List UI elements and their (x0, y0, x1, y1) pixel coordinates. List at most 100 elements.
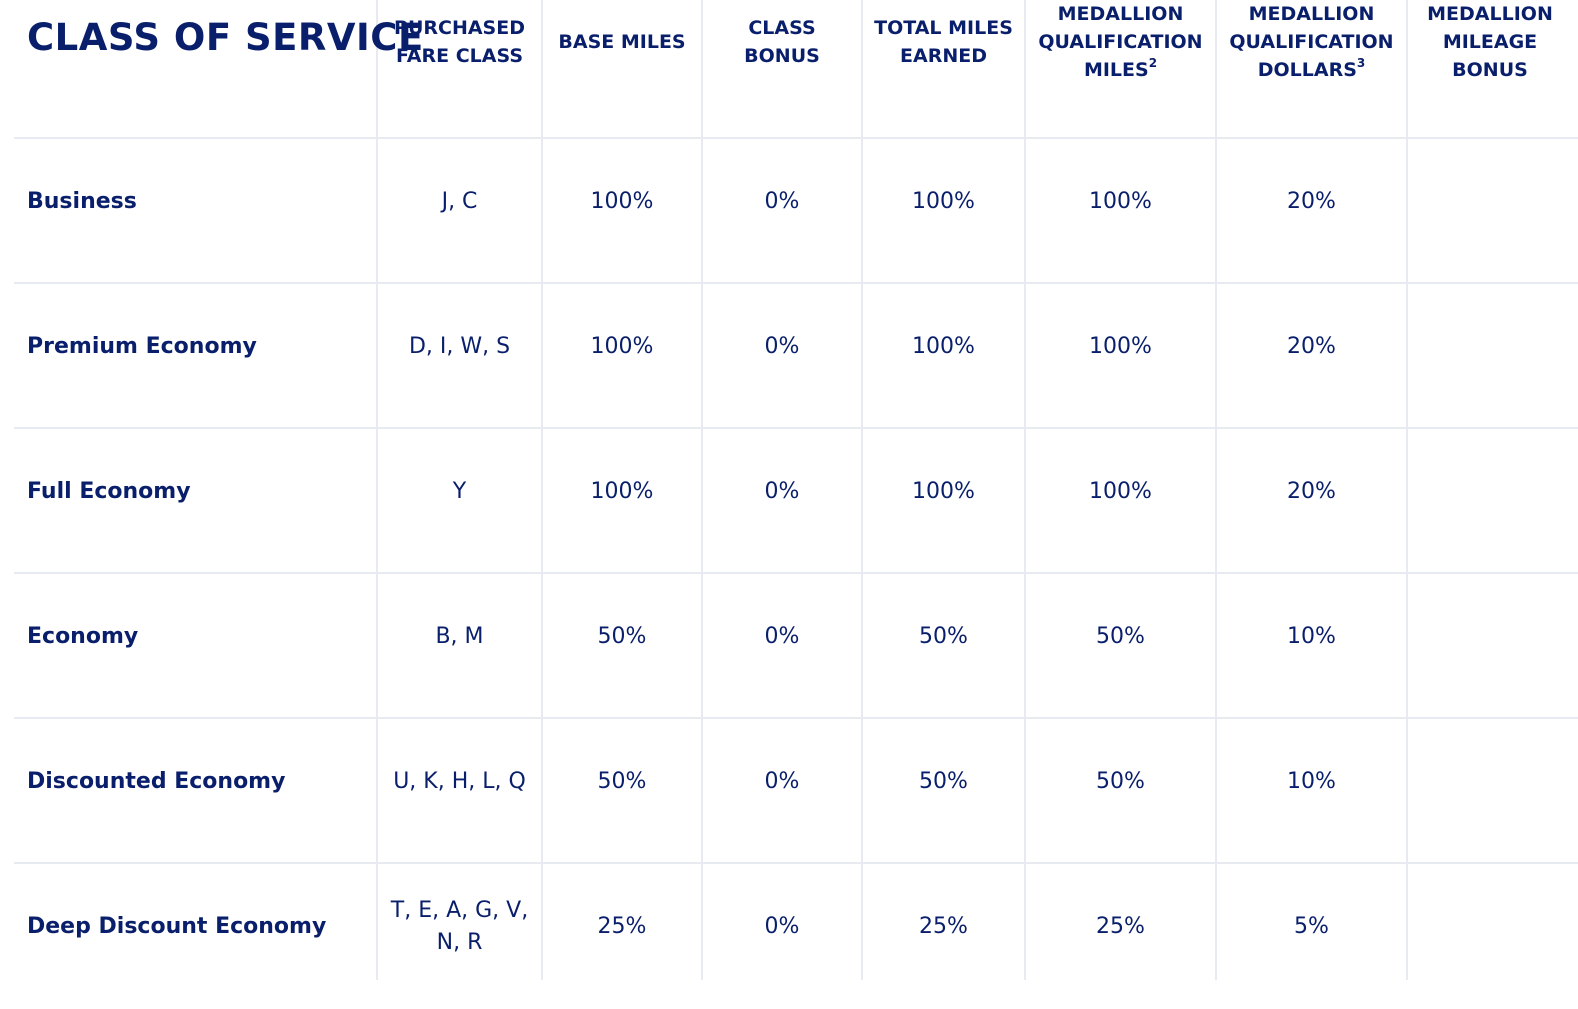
class-bonus-cell-value: 0% (764, 913, 800, 939)
fare-class-cell-value: T, E, A, G, V, N, R (390, 897, 529, 955)
class-bonus-cell-value: 0% (764, 768, 800, 794)
base-miles-cell: 100% (543, 284, 701, 409)
table-row: Deep Discount Economy T, E, A, G, V, N, R… (0, 864, 1578, 1009)
class-of-service-label: Discounted Economy (27, 769, 286, 794)
mqm-cell: 100% (1026, 284, 1215, 409)
class-bonus-cell: 0% (703, 139, 861, 264)
row-divider (14, 137, 1578, 139)
class-of-service-label: Full Economy (27, 479, 191, 504)
column-header-text: MEDALLION QUALIFICATION DOLLARS (1229, 3, 1394, 81)
mqd-cell-value: 5% (1294, 913, 1329, 939)
total-miles-cell: 100% (863, 284, 1024, 409)
table-row: Full Economy Y 100% 0% 100% 100% 20% (0, 429, 1578, 574)
column-header-mileage-bonus: MEDALLION MILEAGE BONUS (1408, 0, 1572, 130)
class-bonus-cell-value: 0% (764, 333, 800, 359)
column-divider (376, 0, 378, 980)
fare-class-cell: J, C (378, 139, 541, 264)
mqm-cell: 100% (1026, 139, 1215, 264)
fare-class-cell-value: D, I, W, S (408, 333, 511, 359)
column-header-label: MEDALLION MILEAGE BONUS (1427, 3, 1553, 81)
mqd-cell: 10% (1217, 574, 1406, 699)
column-header-total-miles: TOTAL MILES EARNED (863, 14, 1024, 144)
total-miles-cell-value: 100% (912, 478, 975, 504)
total-miles-cell-value: 25% (919, 913, 968, 939)
base-miles-cell: 100% (543, 429, 701, 554)
mqm-cell: 50% (1026, 719, 1215, 844)
total-miles-cell: 100% (863, 139, 1024, 264)
table-row: Business J, C 100% 0% 100% 100% 20% (0, 139, 1578, 284)
mqd-cell-value: 20% (1287, 188, 1336, 214)
mileage-bonus-cell (1408, 864, 1572, 989)
fare-class-cell: T, E, A, G, V, N, R (378, 864, 541, 989)
base-miles-cell: 100% (543, 139, 701, 264)
total-miles-cell-value: 50% (919, 768, 968, 794)
mileage-bonus-cell (1408, 429, 1572, 554)
total-miles-cell: 50% (863, 574, 1024, 699)
mqm-cell: 25% (1026, 864, 1215, 989)
base-miles-cell-value: 50% (597, 768, 647, 794)
table-row: Discounted Economy U, K, H, L, Q 50% 0% 50% 5… (0, 719, 1578, 864)
class-bonus-cell: 0% (703, 574, 861, 699)
class-bonus-cell: 0% (703, 864, 861, 989)
column-header-text: MEDALLION QUALIFICATION MILES (1038, 3, 1203, 81)
class-of-service-label: Economy (27, 624, 139, 649)
base-miles-cell-value: 50% (597, 623, 647, 649)
column-header-label: BASE MILES (558, 31, 686, 53)
mqm-cell: 100% (1026, 429, 1215, 554)
row-divider (14, 282, 1578, 284)
base-miles-cell: 25% (543, 864, 701, 989)
mqm-cell-value: 100% (1089, 333, 1152, 359)
mqd-cell: 20% (1217, 139, 1406, 264)
mqm-cell-value: 100% (1089, 478, 1152, 504)
row-divider (14, 862, 1578, 864)
class-bonus-cell-value: 0% (764, 623, 800, 649)
column-header-label: MEDALLION QUALIFICATION DOLLARS3 (1229, 0, 1393, 84)
mqd-cell-value: 10% (1287, 768, 1336, 794)
class-bonus-cell-value: 0% (764, 188, 800, 214)
mqd-cell-value: 20% (1287, 478, 1336, 504)
base-miles-cell-value: 100% (590, 188, 654, 214)
column-header-label: TOTAL MILES EARNED (874, 17, 1013, 67)
column-header-mqd: MEDALLION QUALIFICATION DOLLARS3 (1217, 0, 1406, 130)
fare-class-cell-value: J, C (441, 188, 478, 214)
class-bonus-cell: 0% (703, 284, 861, 409)
class-bonus-cell: 0% (703, 719, 861, 844)
page-title: CLASS OF SERVICE (27, 16, 424, 59)
class-of-service-label: Premium Economy (27, 334, 257, 359)
column-divider (701, 0, 703, 980)
class-of-service-label: Business (27, 189, 137, 214)
column-divider (1406, 0, 1408, 980)
column-header-base-miles: BASE MILES (543, 28, 701, 158)
fare-class-cell-value: U, K, H, L, Q (393, 768, 526, 794)
mqm-cell-value: 25% (1096, 913, 1145, 939)
mqm-cell-value: 50% (1096, 623, 1145, 649)
column-header-label: CLASS BONUS (744, 17, 820, 67)
class-of-service-label: Deep Discount Economy (27, 914, 327, 939)
class-bonus-cell: 0% (703, 429, 861, 554)
mqd-cell-value: 10% (1287, 623, 1336, 649)
fare-class-cell: Y (378, 429, 541, 554)
mileage-bonus-cell (1408, 574, 1572, 699)
mileage-bonus-cell (1408, 284, 1572, 409)
column-header-label: PURCHASED FARE CLASS (394, 17, 525, 67)
mqd-cell: 20% (1217, 284, 1406, 409)
footnote-marker: 2 (1148, 56, 1158, 70)
fare-class-cell: U, K, H, L, Q (378, 719, 541, 844)
column-divider (541, 0, 543, 980)
total-miles-cell: 50% (863, 719, 1024, 844)
base-miles-cell-value: 25% (597, 913, 647, 939)
column-header-label: MEDALLION QUALIFICATION MILES2 (1038, 0, 1202, 84)
base-miles-cell-value: 100% (590, 478, 654, 504)
mqd-cell: 20% (1217, 429, 1406, 554)
base-miles-cell: 50% (543, 719, 701, 844)
row-divider (14, 572, 1578, 574)
column-header-fare-class: PURCHASED FARE CLASS (378, 14, 541, 144)
total-miles-cell-value: 100% (912, 188, 975, 214)
row-divider (14, 717, 1578, 719)
column-header-class-bonus: CLASS BONUS (703, 14, 861, 144)
mqm-cell-value: 100% (1089, 188, 1152, 214)
mileage-bonus-cell (1408, 139, 1572, 264)
row-divider (14, 427, 1578, 429)
footnote-marker: 3 (1356, 56, 1366, 70)
fare-class-cell-value: B, M (435, 623, 484, 649)
